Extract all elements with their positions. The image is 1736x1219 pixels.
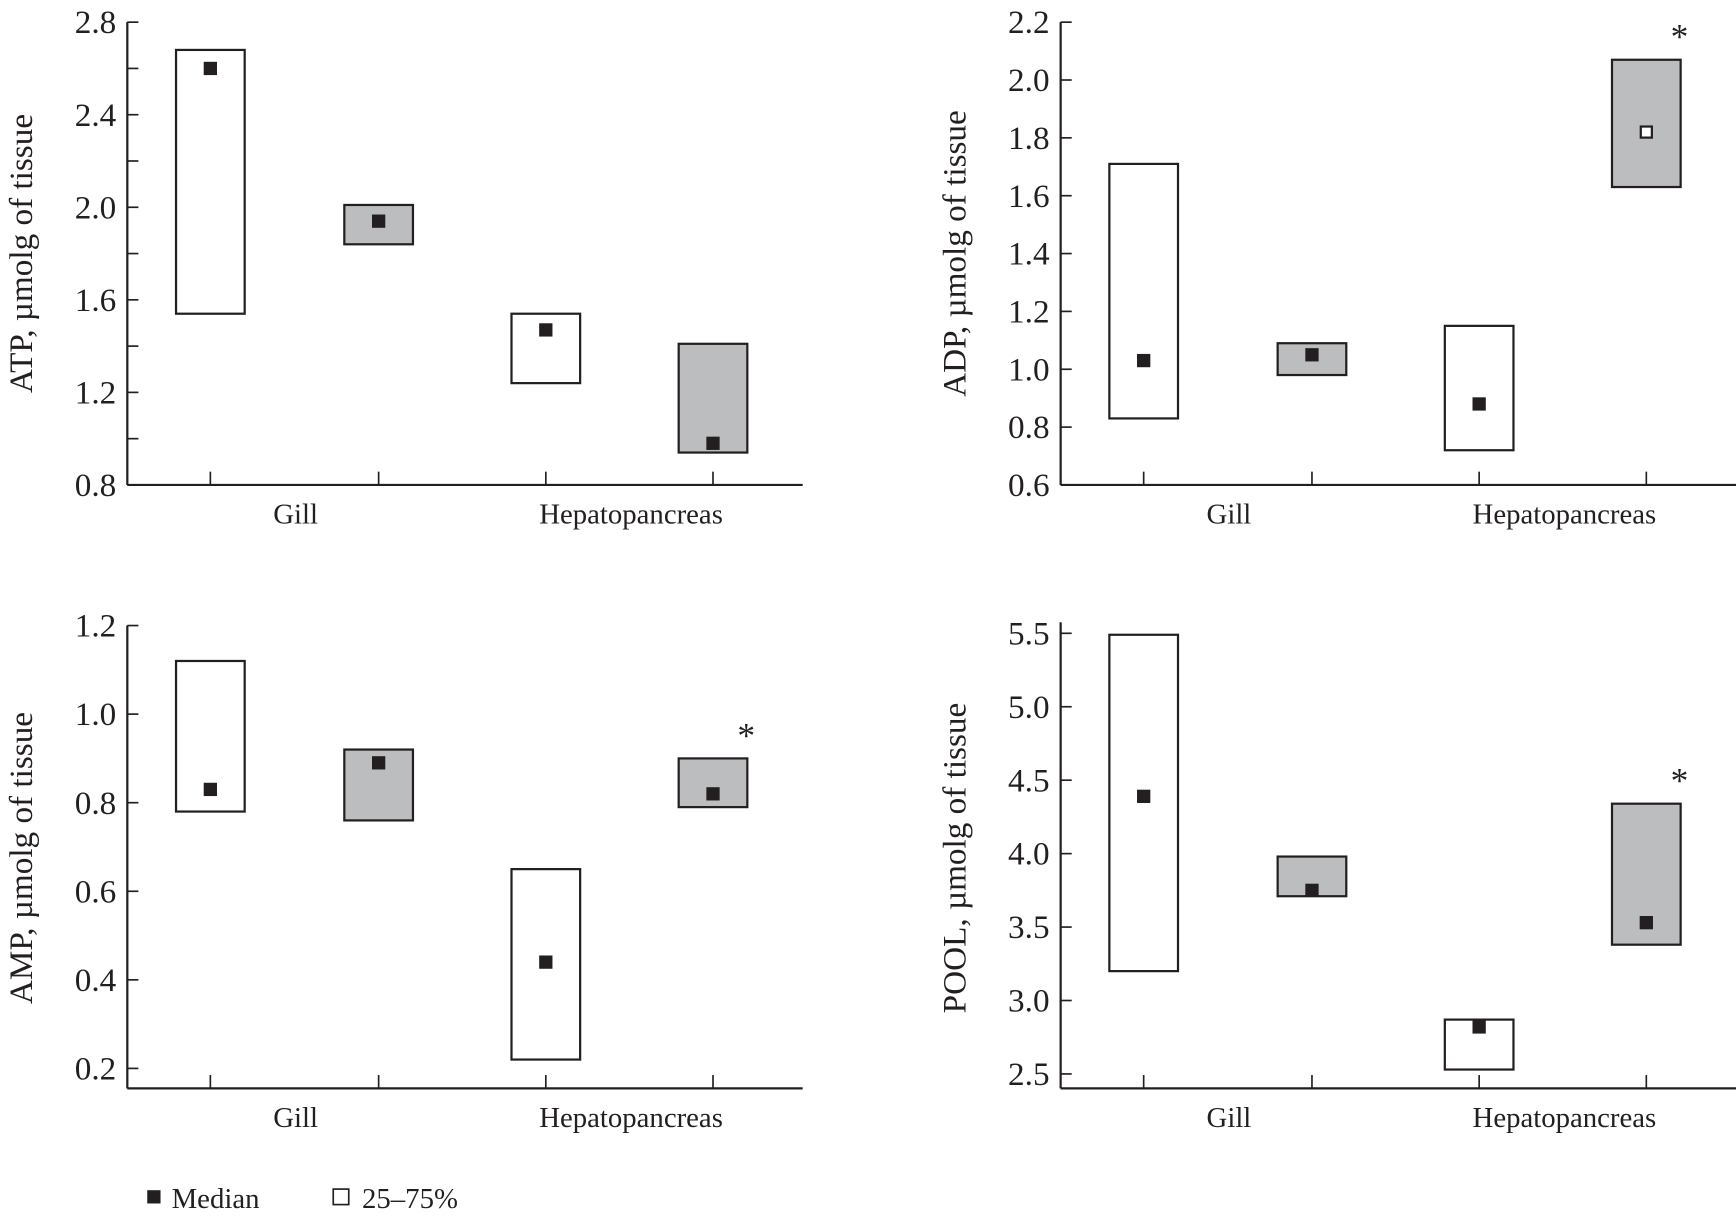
y-tick-label: 0.8 [75, 467, 117, 504]
median-marker [539, 323, 553, 337]
median-marker [539, 955, 553, 969]
x-category-label: Gill [1207, 499, 1252, 531]
iqr-box-treated [677, 342, 749, 454]
legend-range-swatch [332, 1188, 350, 1206]
y-tick-label: 1.2 [1008, 293, 1050, 330]
y-tick-label: 1.2 [75, 608, 117, 645]
y-tick-label: 5.5 [1008, 615, 1050, 652]
x-category-label: Hepatopancreas [1473, 499, 1657, 531]
y-tick-label: 1.6 [1008, 178, 1050, 215]
x-category-label: Hepatopancreas [539, 499, 723, 531]
iqr-box-control [510, 312, 582, 385]
iqr-box-treated [343, 203, 415, 246]
legend-median-swatch [147, 1190, 161, 1204]
median-marker [1472, 1020, 1486, 1034]
iqr-box-control [174, 48, 246, 315]
y-tick-label: 5.0 [1008, 689, 1050, 726]
y-tick-label: 1.6 [75, 282, 117, 319]
median-marker [1639, 125, 1653, 139]
x-category-label: Gill [273, 1102, 318, 1134]
median-marker [1305, 348, 1319, 362]
significance-asterisk: * [737, 715, 755, 755]
y-axis-label: ATP, µmolg of tissue [3, 114, 40, 393]
significance-asterisk: * [1671, 17, 1689, 57]
x-category-label: Hepatopancreas [539, 1102, 723, 1134]
y-tick-label: 0.6 [75, 873, 117, 910]
x-category-label: Gill [1207, 1102, 1252, 1134]
x-category-label: Hepatopancreas [1473, 1102, 1657, 1134]
median-marker [1639, 916, 1653, 930]
y-tick-label: 1.2 [75, 374, 117, 411]
y-tick-label: 0.2 [75, 1050, 117, 1087]
y-axis-label: ADP, µmolg of tissue [936, 110, 973, 397]
y-tick-label: 0.8 [1008, 409, 1050, 446]
y-tick-label: 4.5 [1008, 762, 1050, 799]
y-tick-label: 2.0 [75, 189, 117, 226]
legend-median-label: Median [172, 1183, 260, 1215]
significance-asterisk: * [1671, 761, 1689, 801]
median-marker [706, 436, 720, 450]
legend: Median 25–75% [147, 1183, 458, 1215]
chart-panel-adp: 0.6 0.8 1.0 1.2 1.4 1.6 1.8 2.0 2.2 Gill Hepatopan… [936, 4, 1736, 531]
y-tick-label: 2.5 [1008, 1056, 1050, 1093]
y-axis-label: POOL, µmolg of tissue [936, 703, 973, 1014]
chart-panel-pool: 2.5 3.0 3.5 4.0 4.5 5.0 5.5 Gill Hepatopancreas P… [936, 615, 1736, 1134]
median-marker [1137, 353, 1151, 368]
y-tick-label: 0.6 [1008, 467, 1050, 504]
chart-panel-atp: 0.8 1.2 1.6 2.0 2.4 2.8 Gill Hepatopancreas ATP,… [3, 4, 803, 531]
y-tick-label: 2.4 [75, 97, 117, 134]
y-tick-label: 1.4 [1008, 236, 1050, 273]
x-category-label: Gill [273, 499, 318, 531]
y-tick-label: 3.5 [1008, 909, 1050, 946]
iqr-box-control [1443, 324, 1515, 452]
median-marker [706, 787, 720, 801]
median-marker [1305, 883, 1319, 897]
y-tick-label: 3.0 [1008, 983, 1050, 1020]
y-tick-label: 2.8 [75, 4, 117, 41]
median-marker [1137, 789, 1151, 803]
y-axis-label: AMP, µmolg of tissue [3, 712, 40, 1004]
y-tick-label: 1.0 [75, 696, 117, 733]
chart-panel-amp: 0.2 0.4 0.6 0.8 1.0 1.2 Gill Hepatopancreas AMP,… [3, 608, 803, 1134]
median-marker [203, 61, 217, 76]
y-tick-label: 2.0 [1008, 62, 1050, 99]
median-marker [203, 782, 217, 797]
median-marker [372, 214, 386, 228]
median-marker [1472, 397, 1486, 411]
y-tick-label: 1.0 [1008, 351, 1050, 388]
y-tick-label: 1.8 [1008, 120, 1050, 157]
y-tick-label: 4.0 [1008, 836, 1050, 873]
iqr-box-control [1443, 1018, 1515, 1071]
y-tick-label: 0.4 [75, 962, 117, 999]
iqr-box-control [1108, 162, 1180, 420]
iqr-box-treated [1610, 58, 1682, 189]
y-tick-label: 2.2 [1008, 4, 1050, 41]
y-tick-label: 0.8 [75, 785, 117, 822]
median-marker [372, 756, 386, 770]
legend-range-label: 25–75% [362, 1183, 458, 1215]
